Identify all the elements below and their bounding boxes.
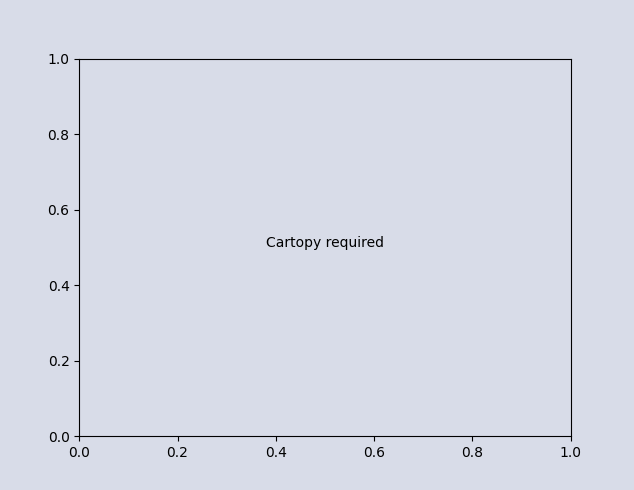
- Text: Cartopy required: Cartopy required: [266, 237, 384, 250]
